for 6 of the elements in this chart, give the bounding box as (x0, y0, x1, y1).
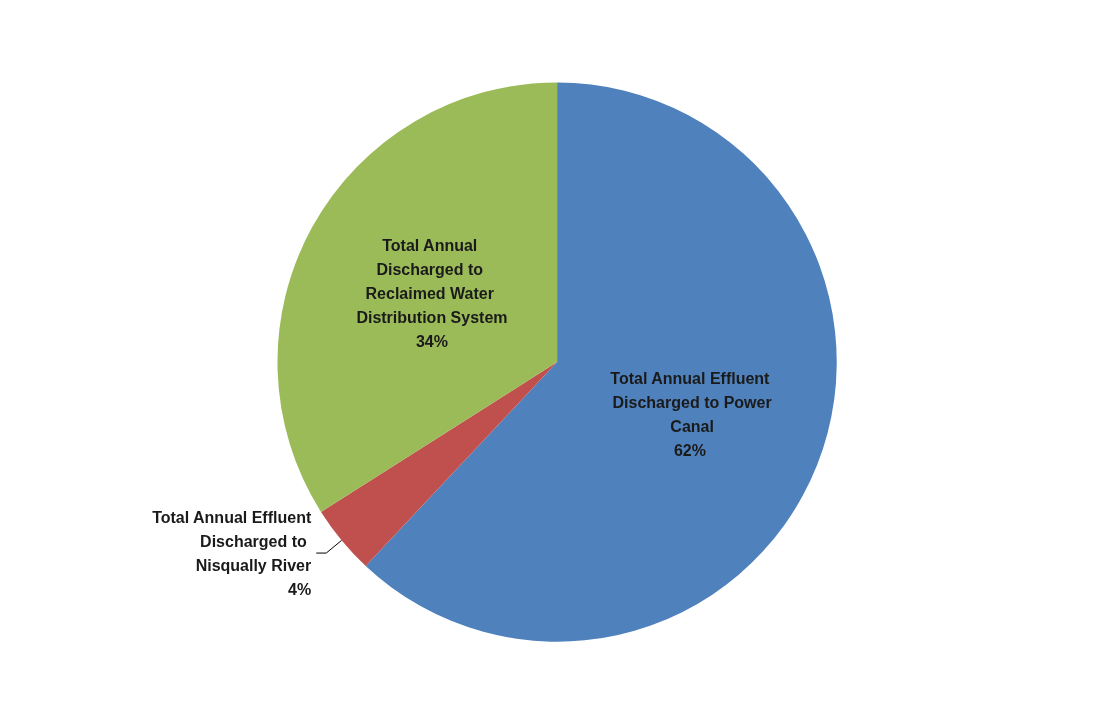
slice-label: Total Annual Effluent Discharged to Nisqually River (152, 508, 312, 574)
data-label: 62% (673, 442, 706, 460)
slice-label: Total Annual Effluent Discharged to Power Canal (608, 370, 772, 436)
slice-label: Total Annual Discharged to Reclaimed Water Distribution System (356, 236, 508, 326)
data-label: 4% (288, 580, 312, 598)
data-label: 34% (415, 332, 448, 350)
